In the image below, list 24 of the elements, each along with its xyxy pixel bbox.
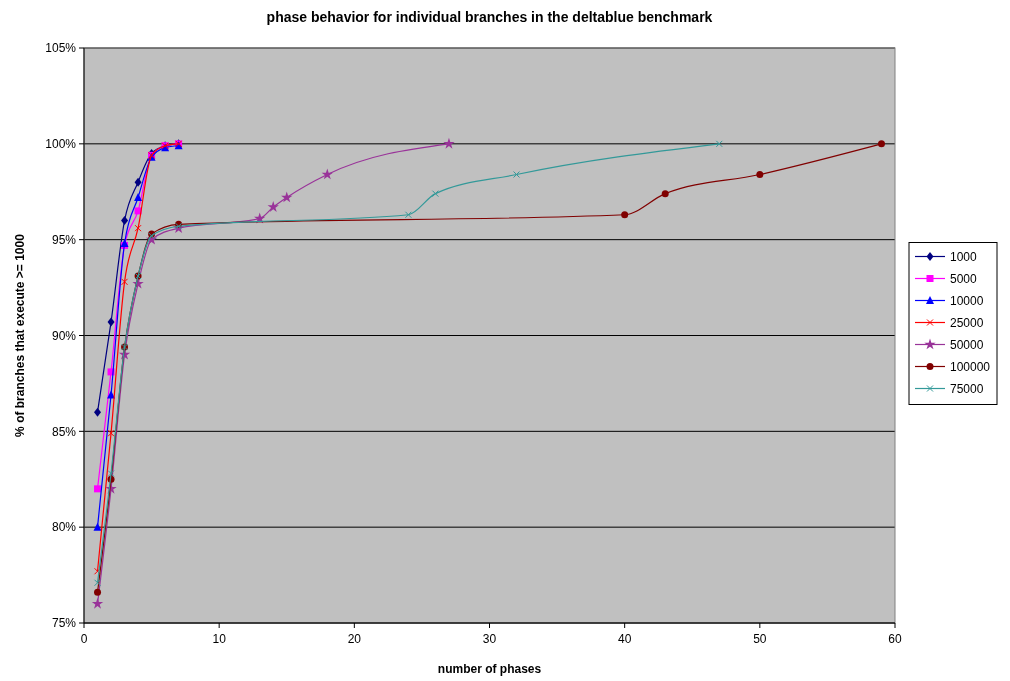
y-tick-label: 80% [51,520,77,535]
chart-title: phase behavior for individual branches in the deltablue benchmark [266,9,713,25]
x-tick-label: 10 [212,632,227,646]
y-tick-label: 105% [45,41,77,56]
legend-label: 100000 [950,359,991,374]
x-axis-title: number of phases [437,662,542,676]
legend-label: 25000 [950,315,984,330]
x-tick-label: 50 [753,632,767,646]
x-tick-label: 20 [347,632,362,646]
y-tick-label: 85% [51,424,77,439]
y-tick-label: 90% [51,328,77,343]
x-tick-label: 30 [482,632,497,646]
y-tick-label: 100% [45,137,77,152]
x-tick-label: 60 [888,632,902,646]
legend-label: 5000 [950,271,978,286]
legend-label: 50000 [950,337,984,352]
legend-label: 1000 [950,249,978,264]
x-tick-label: 40 [617,632,632,646]
y-tick-label: 75% [51,616,77,631]
y-axis-title: % of branches that execute >= 1000 [13,233,27,437]
legend-label: 10000 [950,293,984,308]
legend-label: 75000 [950,381,984,396]
y-tick-label: 95% [51,232,77,247]
x-tick-label: 0 [80,632,88,646]
